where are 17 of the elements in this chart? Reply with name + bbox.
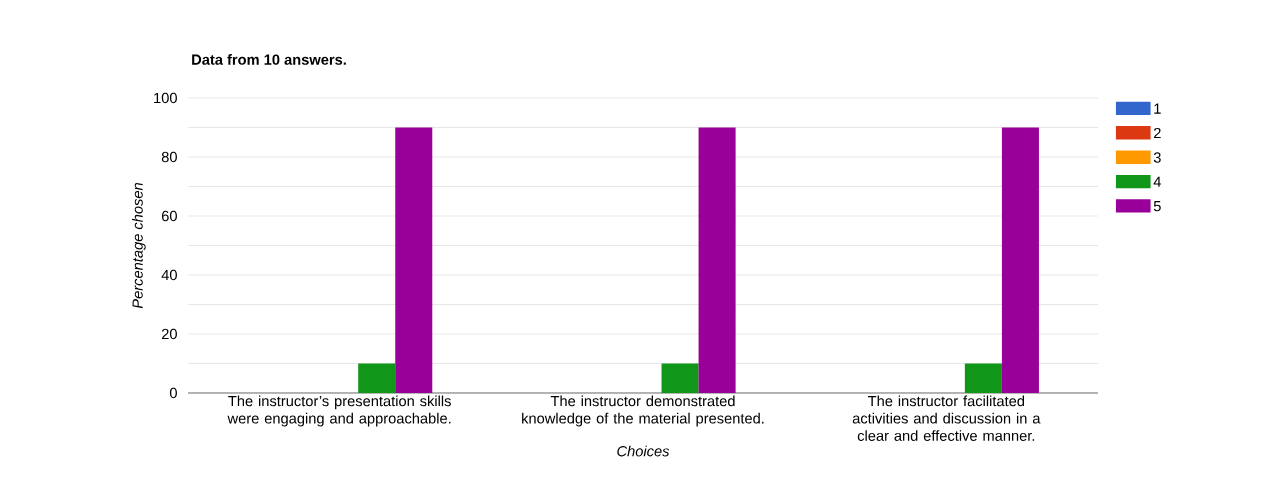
legend-label: 2 (1153, 127, 1161, 139)
legend-label: 1 (1154, 103, 1161, 114)
y-tick-label: 60 (161, 210, 177, 222)
legend-label: 3 (1153, 152, 1161, 163)
y-tick-label: 0 (169, 387, 177, 399)
x-axis-title: Choices (617, 445, 670, 457)
legend-label: 4 (1153, 176, 1161, 187)
legend-label: 5 (1153, 201, 1161, 212)
y-tick-label: 80 (161, 151, 177, 163)
x-tick-label: The instructor demonstrated knowledge of the material presented. (522, 395, 764, 427)
y-tick-label: 40 (161, 269, 177, 281)
y-tick-label: 100 (154, 92, 177, 104)
y-tick-label: 20 (161, 328, 177, 340)
chart-title: Data from 10 answers. (192, 54, 346, 65)
x-tick-label: The instructor facilitated activities and discussion in a clear and effective manner. (852, 395, 1041, 441)
x-tick-label: The instructor’s presentation skills were engaging and approachable. (227, 395, 451, 427)
y-axis-title: Percentage chosen (132, 183, 146, 309)
